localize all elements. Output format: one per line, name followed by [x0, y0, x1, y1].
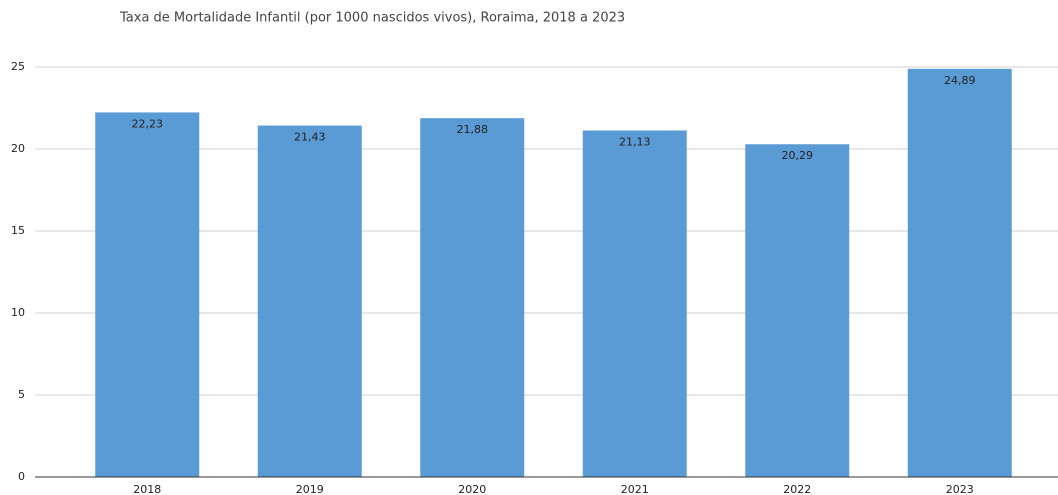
x-tick-label: 2023: [946, 483, 974, 495]
x-tick-label: 2020: [458, 483, 486, 495]
bar: [257, 125, 362, 477]
x-tick-label: 2022: [783, 483, 811, 495]
bar: [745, 144, 850, 477]
bar: [582, 130, 687, 477]
y-tick-label: 25: [11, 60, 25, 73]
data-label: 21,43: [294, 131, 326, 144]
y-tick-label: 20: [11, 142, 25, 155]
data-label: 21,13: [619, 135, 651, 148]
bar: [95, 112, 200, 477]
data-label: 21,88: [457, 123, 489, 136]
data-label: 24,89: [944, 74, 976, 87]
x-tick-label: 2019: [296, 483, 324, 495]
bar: [907, 68, 1012, 477]
bar: [420, 118, 525, 477]
y-tick-label: 0: [18, 470, 25, 483]
data-label: 20,29: [782, 149, 814, 162]
x-tick-label: 2018: [133, 483, 161, 495]
y-tick-label: 10: [11, 306, 25, 319]
y-tick-label: 15: [11, 224, 25, 237]
data-label: 22,23: [132, 117, 164, 130]
y-tick-label: 5: [18, 388, 25, 401]
x-tick-label: 2021: [621, 483, 649, 495]
chart-title: Taxa de Mortalidade Infantil (por 1000 n…: [119, 11, 625, 26]
